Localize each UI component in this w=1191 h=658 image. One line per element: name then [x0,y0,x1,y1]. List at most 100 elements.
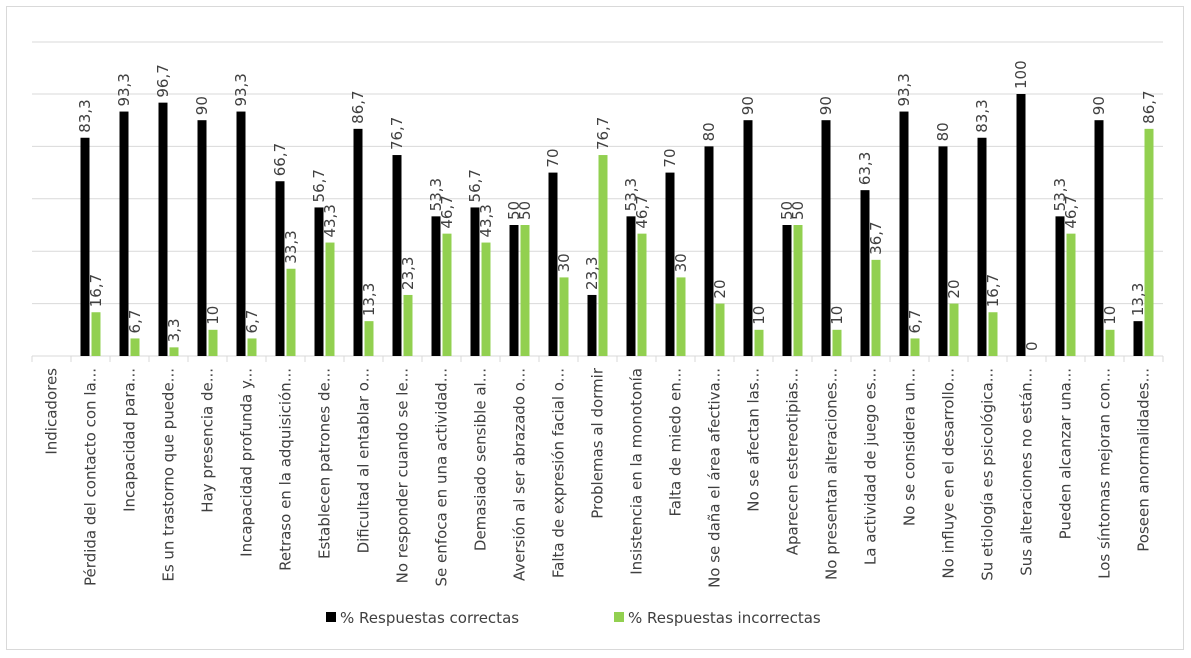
data-label-incorrect: 20 [945,280,963,299]
bar-incorrect [442,233,452,356]
data-label-incorrect: 6,7 [243,310,261,334]
bars [80,94,1154,356]
category-label: No responder cuando se le... [394,368,412,583]
data-label-incorrect: 6,7 [906,310,924,334]
data-label-correct: 100 [1012,60,1030,89]
data-label-incorrect: 3,3 [165,318,183,342]
category-label: No se daña el área afectiva... [706,368,724,588]
data-label-incorrect: 30 [555,253,573,272]
category-label: Falta de miedo en... [667,368,685,516]
data-label-incorrect: 16,7 [87,274,105,307]
category-label: Incapacidad para... [121,368,139,512]
data-label-correct: 50 [505,201,523,220]
data-label-incorrect: 43,3 [321,204,339,237]
bar-incorrect [247,338,257,356]
bar-incorrect [910,338,920,356]
bar-incorrect [715,303,725,356]
legend-swatch-correct [326,612,336,622]
category-label: Incapacidad profunda y... [238,368,256,557]
data-label-incorrect: 43,3 [477,204,495,237]
bar-incorrect [208,329,218,356]
category-label: No presentan alteraciones... [823,368,841,580]
category-label: Pérdida del contacto con la... [82,368,100,586]
bar-incorrect [949,303,959,356]
data-label-incorrect: 10 [750,306,768,325]
data-label-correct: 80 [934,122,952,141]
bar-correct [197,120,207,356]
bar-incorrect [520,225,530,356]
category-label: Dificultad al entablar o... [355,368,373,553]
bar-correct [821,120,831,356]
bar-incorrect [832,329,842,356]
bar-correct [938,146,948,356]
bar-incorrect [676,277,686,356]
bar-correct [1016,94,1026,356]
bar-incorrect [793,225,803,356]
data-label-correct: 90 [193,96,211,115]
bar-incorrect [754,329,764,356]
bar-incorrect [871,259,881,356]
legend: % Respuestas correctas % Respuestas incor… [326,609,821,627]
bar-correct [119,111,129,356]
data-label-correct: 66,7 [271,143,289,176]
bar-correct [1094,120,1104,356]
bar-incorrect [559,277,569,356]
data-label-correct: 13,3 [1129,283,1147,316]
legend-label-correct: % Respuestas correctas [340,609,519,627]
bar-correct [548,172,558,356]
data-label-correct: 70 [544,149,562,168]
bar-correct [860,190,870,356]
bar-correct [782,225,792,356]
category-label: Su etiología es psicológica... [979,368,997,581]
category-labels: Indicadores Pérdida del contacto con la..… [43,367,1153,588]
category-label: Los síntomas mejoran con... [1096,368,1114,579]
bar-incorrect [91,312,101,356]
bar-incorrect [1105,329,1115,356]
bar-incorrect [403,294,413,356]
data-label-incorrect: 46,7 [1062,195,1080,228]
category-label: La actividad de juego es... [862,368,880,565]
bar-incorrect [364,321,374,356]
bar-incorrect [1066,233,1076,356]
bar-correct [587,294,597,356]
gridlines [31,41,1164,362]
bar-correct [314,207,324,356]
bar-correct [626,216,636,356]
data-label-incorrect: 0 [1023,341,1041,351]
data-label-incorrect: 10 [204,306,222,325]
data-label-incorrect: 76,7 [594,117,612,150]
category-label: Falta de expresión facial o... [550,368,568,578]
bar-correct [431,216,441,356]
bar-incorrect [286,268,296,356]
data-label-correct: 53,3 [427,178,445,211]
data-label-correct: 90 [817,96,835,115]
bar-incorrect [130,338,140,356]
category-label: Retraso en la adquisición... [277,368,295,571]
data-label-correct: 83,3 [973,99,991,132]
data-label-incorrect: 6,7 [126,310,144,334]
category-label: Se enfoca en una actividad... [433,368,451,586]
bar-incorrect [988,312,998,356]
data-label-incorrect: 10 [1101,306,1119,325]
bar-incorrect [637,233,647,356]
category-label: Insistencia en la monotonía [628,368,646,575]
data-labels: 83,3 93,3 96,7 90 93,3 66,7 56,7 86,7 76,7 53,3 56… [76,60,1158,351]
bar-incorrect [1144,128,1154,356]
bar-correct [704,146,714,356]
bar-correct [743,120,753,356]
category-label: Sus alteraciones no están... [1018,368,1036,576]
category-label: Es un trastorno que puede... [160,368,178,582]
data-label-incorrect: 23,3 [399,257,417,290]
bar-incorrect [325,242,335,356]
bar-incorrect [598,155,608,356]
legend-swatch-incorrect [614,612,624,622]
category-label: No se considera un... [901,368,919,526]
bar-correct [392,155,402,356]
data-label-correct: 96,7 [154,64,172,97]
data-label-correct: 23,3 [583,257,601,290]
data-label-correct: 83,3 [76,99,94,132]
data-label-correct: 50 [778,201,796,220]
data-label-correct: 53,3 [1051,178,1069,211]
category-label: Problemas al dormir [589,367,607,519]
data-label-correct: 70 [661,149,679,168]
